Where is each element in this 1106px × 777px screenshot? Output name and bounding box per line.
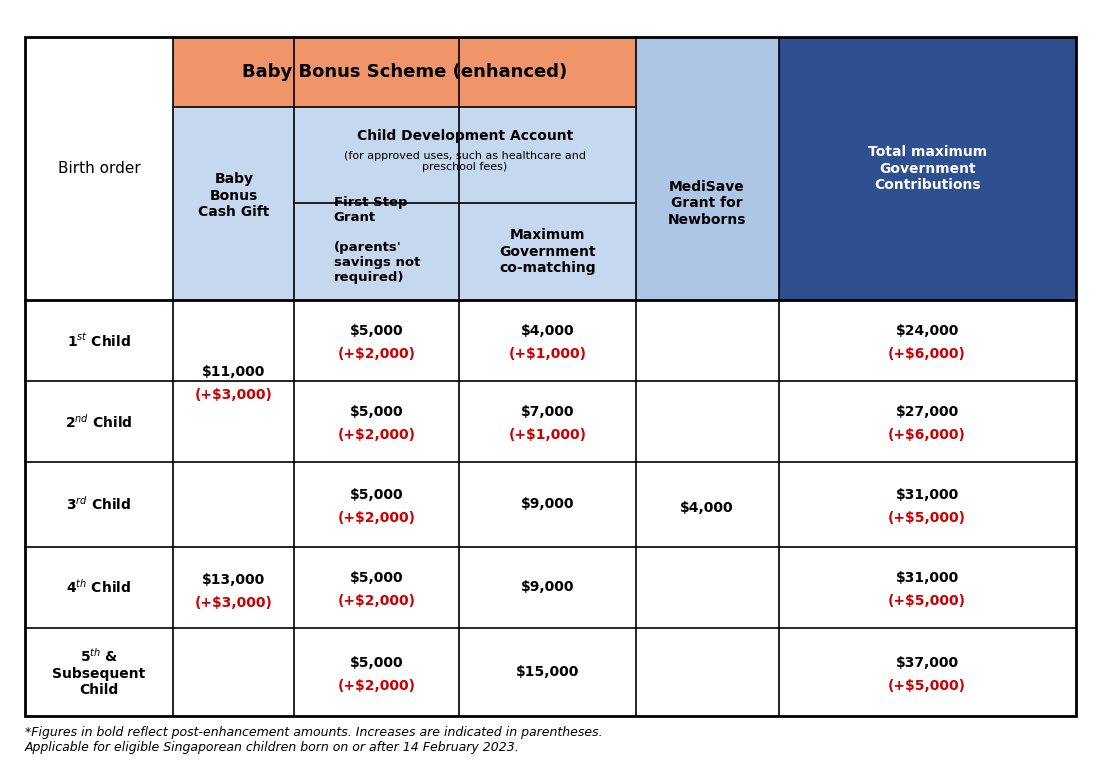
Text: Baby
Bonus
Cash Gift: Baby Bonus Cash Gift	[198, 172, 270, 219]
Bar	[636, 547, 779, 628]
Bar	[174, 462, 294, 547]
Bar	[174, 107, 294, 300]
Bar	[174, 547, 294, 628]
Text: (+$5,000): (+$5,000)	[888, 511, 967, 525]
Bar	[779, 381, 1076, 462]
Text: 5$^{th}$ &
Subsequent
Child: 5$^{th}$ & Subsequent Child	[52, 647, 146, 697]
Bar	[636, 37, 779, 300]
Bar	[294, 628, 459, 716]
Bar	[294, 300, 459, 381]
Text: $9,000: $9,000	[521, 497, 574, 511]
Text: 3$^{rd}$ Child: 3$^{rd}$ Child	[66, 495, 132, 513]
Bar	[294, 462, 459, 547]
Bar	[294, 547, 459, 628]
Text: $24,000: $24,000	[896, 324, 959, 338]
Text: $5,000: $5,000	[351, 488, 404, 502]
Text: Baby Bonus Scheme (enhanced): Baby Bonus Scheme (enhanced)	[242, 63, 567, 82]
Bar	[459, 204, 636, 300]
Text: $13,000: $13,000	[202, 573, 265, 587]
Text: (+$6,000): (+$6,000)	[888, 347, 966, 361]
Text: (+$5,000): (+$5,000)	[888, 594, 967, 608]
Text: (+$3,000): (+$3,000)	[195, 596, 273, 610]
Bar	[24, 628, 174, 716]
Text: 2$^{nd}$ Child: 2$^{nd}$ Child	[65, 413, 133, 430]
Bar	[24, 462, 174, 547]
Text: 1$^{st}$ Child: 1$^{st}$ Child	[67, 332, 132, 349]
Bar	[636, 300, 779, 381]
Text: $9,000: $9,000	[521, 580, 574, 594]
Bar	[636, 381, 779, 462]
Bar	[174, 37, 636, 107]
Text: (+$1,000): (+$1,000)	[509, 347, 586, 361]
Text: $4,000: $4,000	[521, 324, 574, 338]
Bar	[294, 107, 636, 204]
Text: $31,000: $31,000	[896, 488, 959, 502]
Bar	[779, 628, 1076, 716]
Text: $5,000: $5,000	[351, 405, 404, 419]
Text: *Figures in bold reflect post-enhancement amounts. Increases are indicated in pa: *Figures in bold reflect post-enhancemen…	[24, 726, 603, 754]
Bar	[779, 37, 1076, 300]
Text: Total maximum
Government
Contributions: Total maximum Government Contributions	[867, 145, 987, 192]
Text: $7,000: $7,000	[521, 405, 574, 419]
Bar	[174, 300, 294, 381]
Bar	[779, 462, 1076, 547]
Text: $37,000: $37,000	[896, 656, 959, 670]
Text: Maximum
Government
co-matching: Maximum Government co-matching	[499, 228, 596, 275]
Bar	[174, 381, 294, 462]
Bar	[779, 547, 1076, 628]
Bar	[294, 381, 459, 462]
Text: 4$^{th}$ Child: 4$^{th}$ Child	[66, 578, 132, 596]
Text: $5,000: $5,000	[351, 324, 404, 338]
Bar	[24, 547, 174, 628]
Bar	[459, 462, 636, 547]
Text: First Step
Grant

(parents'
savings not
required): First Step Grant (parents' savings not r…	[334, 196, 420, 284]
Bar	[459, 628, 636, 716]
Bar	[24, 37, 174, 300]
Text: (+$6,000): (+$6,000)	[888, 428, 966, 442]
Text: $31,000: $31,000	[896, 571, 959, 585]
Text: Birth order: Birth order	[58, 161, 140, 176]
Text: $15,000: $15,000	[515, 665, 580, 679]
Text: MediSave
Grant for
Newborns: MediSave Grant for Newborns	[668, 180, 747, 227]
Text: (+$1,000): (+$1,000)	[509, 428, 586, 442]
Bar	[24, 300, 174, 381]
Text: (+$2,000): (+$2,000)	[338, 347, 416, 361]
Text: Child Development Account: Child Development Account	[357, 129, 573, 143]
Text: $11,000: $11,000	[202, 364, 265, 378]
Bar	[174, 628, 294, 716]
Text: (+$2,000): (+$2,000)	[338, 594, 416, 608]
Text: (+$5,000): (+$5,000)	[888, 679, 967, 693]
Text: (+$2,000): (+$2,000)	[338, 511, 416, 525]
Bar	[636, 628, 779, 716]
Text: (for approved uses, such as healthcare and
preschool fees): (for approved uses, such as healthcare a…	[344, 151, 586, 172]
Text: $5,000: $5,000	[351, 571, 404, 585]
Text: (+$3,000): (+$3,000)	[195, 388, 273, 402]
Bar	[294, 204, 459, 300]
Text: $4,000: $4,000	[680, 501, 734, 515]
Text: $5,000: $5,000	[351, 656, 404, 670]
Bar	[459, 381, 636, 462]
Bar	[459, 300, 636, 381]
Text: (+$2,000): (+$2,000)	[338, 679, 416, 693]
Bar	[636, 462, 779, 547]
Bar	[459, 547, 636, 628]
Text: $27,000: $27,000	[896, 405, 959, 419]
Text: (+$2,000): (+$2,000)	[338, 428, 416, 442]
Bar	[24, 381, 174, 462]
Bar	[24, 37, 1076, 716]
Bar	[779, 300, 1076, 381]
